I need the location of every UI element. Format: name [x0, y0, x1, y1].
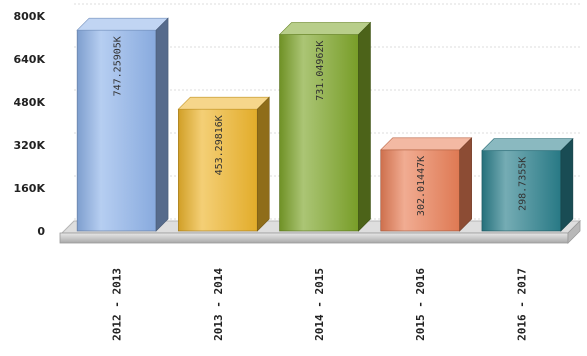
- x-tick-label: 2014 - 2015: [313, 268, 326, 341]
- y-tick-label: 0: [37, 225, 45, 238]
- bar-top: [278, 22, 372, 35]
- bar-top: [380, 137, 473, 151]
- y-axis: 0 160K 320K 480K 640K 800K: [14, 10, 46, 238]
- floor-front: [59, 232, 569, 244]
- bar-group: 747.25905K: [76, 17, 169, 232]
- bar-top: [76, 17, 169, 31]
- data-label: 747.25905K: [113, 36, 124, 96]
- data-label: 298.7355K: [517, 157, 528, 211]
- bar-side: [155, 17, 169, 232]
- data-label: 302.01447K: [416, 156, 427, 216]
- x-tick-label: 2016 - 2017: [515, 268, 528, 341]
- y-tick-label: 800K: [14, 10, 46, 23]
- data-label: 453.29816K: [214, 115, 225, 175]
- bar-side: [560, 137, 574, 232]
- bar: [481, 150, 562, 232]
- y-tick-label: 160K: [14, 182, 46, 195]
- y-tick-label: 480K: [14, 96, 46, 109]
- y-tick-label: 640K: [14, 53, 46, 66]
- bar-group: 731.04962K: [278, 21, 372, 232]
- bar-top: [177, 96, 270, 110]
- y-tick-label: 320K: [14, 139, 46, 152]
- bar-side: [459, 137, 472, 232]
- x-tick-label: 2012 - 2013: [111, 268, 124, 341]
- data-label: 731.04962K: [315, 41, 326, 101]
- x-axis: 2012 - 2013 2013 - 2014 2014 - 2015 2015 - …: [111, 268, 529, 341]
- bar-top: [481, 138, 574, 152]
- bar-group: 302.01447K: [380, 137, 473, 232]
- x-tick-label: 2015 - 2016: [414, 268, 427, 341]
- bar-group: 453.29816K: [177, 96, 270, 232]
- bar-group: 298.7355K: [481, 137, 574, 232]
- bar-side: [358, 21, 371, 232]
- floor-side: [567, 220, 581, 244]
- bar: [178, 108, 258, 232]
- bar: [76, 29, 157, 232]
- bar-side: [256, 96, 270, 232]
- bars: 747.25905K 453.29816K 731.04962K 302.01447K…: [76, 17, 574, 232]
- x-tick-label: 2013 - 2014: [212, 268, 225, 341]
